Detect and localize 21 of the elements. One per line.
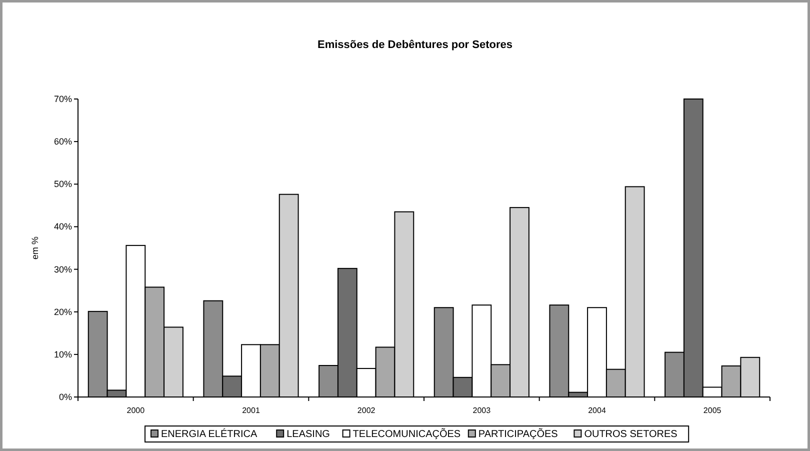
y-tick-label: 30%	[54, 264, 72, 274]
legend-label: OUTROS SETORES	[584, 429, 678, 440]
x-tick-label: 2002	[357, 406, 376, 415]
x-tick-label: 2000	[126, 406, 146, 415]
y-tick-label: 20%	[54, 306, 72, 317]
y-tick-label: 70%	[54, 94, 72, 104]
y-tick-label: 40%	[54, 222, 72, 232]
y-tick-label: 0%	[58, 392, 72, 402]
legend-label: PARTICIPAÇÕES	[478, 428, 558, 440]
legend-label: TELECOMUNICAÇÕES	[352, 428, 461, 440]
y-tick-label: 60%	[54, 136, 72, 147]
x-tick-label: 2003	[472, 406, 492, 415]
x-tick-label: 2005	[703, 406, 722, 415]
y-tick-label: 50%	[54, 179, 72, 190]
legend-label: LEASING	[286, 429, 330, 440]
y-tick-label: 10%	[54, 349, 72, 360]
legend-label: ENERGIA ELÉTRICA	[161, 428, 258, 440]
chart-title: Emissões de Debêntures por Setores	[317, 39, 513, 51]
y-axis-title: em %	[30, 236, 40, 260]
x-tick-label: 2004	[588, 406, 606, 415]
x-tick-label: 2001	[242, 406, 260, 415]
